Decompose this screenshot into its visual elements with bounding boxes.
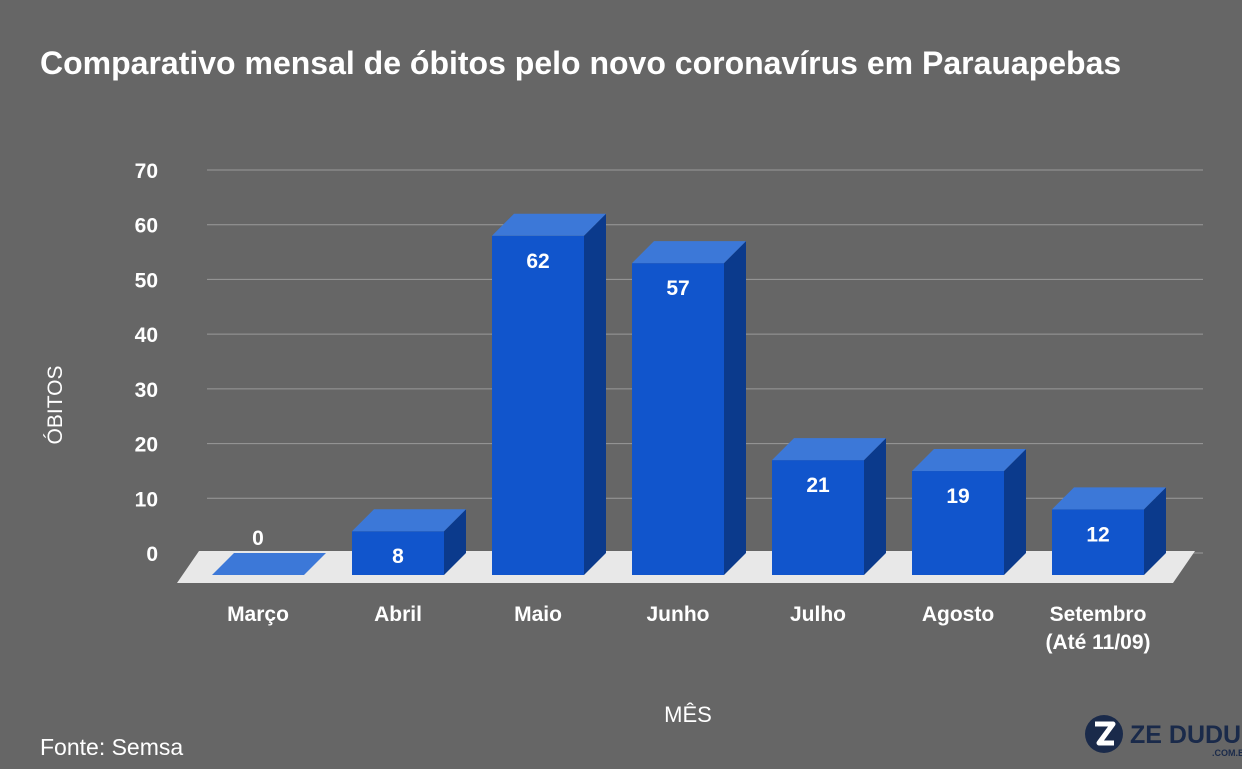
data-label: 12: [1086, 523, 1109, 546]
chart-title: Comparativo mensal de óbitos pelo novo c…: [40, 45, 1122, 81]
bar-5: 21: [772, 438, 886, 575]
bar-side: [1144, 487, 1166, 575]
y-tick-label: 20: [135, 434, 158, 457]
y-axis-ticks: 0 10 20 30 40 50 60 70: [135, 160, 158, 566]
y-tick-label: 60: [135, 215, 158, 238]
bar-1: 0: [212, 527, 326, 575]
x-axis-ticks: Março Abril Maio Junho Julho Agosto Setembro (A…: [227, 603, 1150, 654]
data-label: 57: [666, 277, 689, 300]
y-tick-label: 40: [135, 324, 158, 347]
y-axis-label: ÓBITOS: [44, 366, 67, 445]
zedudu-logo: ZE DUDU .COM.BR: [1082, 708, 1242, 764]
x-tick-label: (Até 11/09): [1045, 631, 1150, 654]
y-tick-label: 50: [135, 269, 158, 292]
svg-text:ZE DUDU: ZE DUDU: [1130, 721, 1241, 749]
bar-side: [444, 509, 466, 575]
bar-top: [912, 449, 1026, 472]
data-label: 62: [526, 250, 549, 273]
y-tick-label: 10: [135, 488, 158, 511]
x-tick-label: Maio: [514, 603, 562, 626]
x-tick-label: Agosto: [922, 603, 994, 626]
bar-front: [352, 531, 444, 575]
bar-side: [584, 213, 606, 575]
bars: 0 8 62 57 21 19 12: [212, 213, 1166, 575]
x-tick-label: Abril: [374, 603, 422, 626]
data-label: 8: [392, 545, 404, 568]
bar-front: [492, 235, 584, 575]
bar-front: [912, 471, 1004, 575]
bar-front: [1052, 509, 1144, 575]
bar-top: [632, 241, 746, 264]
bar-side: [864, 438, 886, 575]
bar-top: [352, 509, 466, 532]
bar-front: [632, 263, 724, 575]
bar-top: [1052, 487, 1166, 510]
bar-side: [724, 241, 746, 575]
bar-top: [772, 438, 886, 461]
bar-3: 62: [492, 213, 606, 575]
svg-text:.COM.BR: .COM.BR: [1212, 748, 1242, 758]
x-axis-label: MÊS: [664, 702, 712, 727]
y-tick-label: 70: [135, 160, 158, 183]
bar-front: [772, 460, 864, 575]
x-tick-label: Junho: [647, 603, 710, 626]
source-note: Fonte: Semsa: [40, 734, 184, 760]
bar-2: 8: [352, 509, 466, 575]
data-label: 21: [806, 474, 830, 497]
bar-7: 12: [1052, 487, 1166, 575]
bar-side: [1004, 449, 1026, 575]
bar-top: [492, 213, 606, 236]
x-tick-label: Março: [227, 603, 289, 626]
x-tick-label: Julho: [790, 603, 846, 626]
x-tick-label: Setembro: [1050, 603, 1147, 626]
y-tick-label: 30: [135, 379, 158, 402]
bar-6: 19: [912, 449, 1026, 575]
y-tick-label: 0: [146, 543, 158, 566]
data-label: 19: [946, 485, 969, 508]
bar-4: 57: [632, 241, 746, 575]
bar-top: [212, 553, 326, 575]
data-label: 0: [252, 527, 264, 550]
